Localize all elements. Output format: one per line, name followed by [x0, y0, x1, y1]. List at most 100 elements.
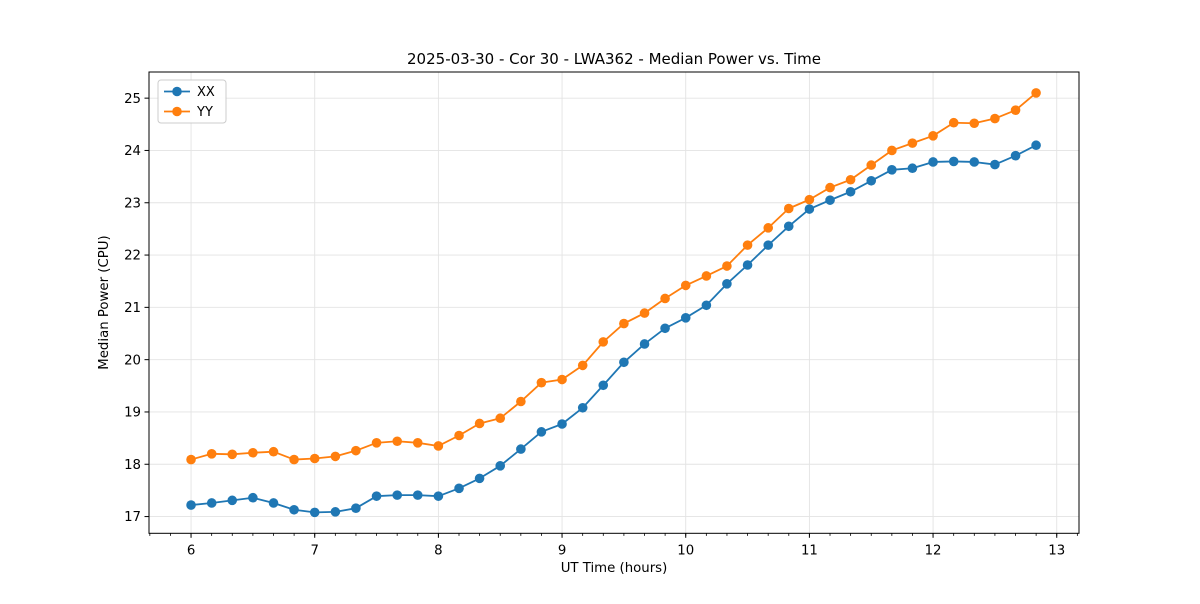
data-point-yy: [516, 396, 526, 407]
data-point-yy: [701, 271, 712, 281]
legend-marker-icon: [172, 86, 182, 97]
data-point-yy: [309, 453, 320, 464]
data-point-yy: [248, 447, 258, 458]
data-point-yy: [619, 318, 629, 329]
data-point-xx: [474, 473, 485, 484]
data-point-xx: [763, 240, 774, 250]
x-tick-label: 9: [558, 543, 566, 558]
data-point-yy: [227, 449, 238, 460]
data-point-yy: [1031, 88, 1041, 98]
data-point-yy: [268, 446, 279, 457]
data-point-xx: [804, 204, 815, 214]
data-point-xx: [289, 504, 299, 515]
data-point-xx: [330, 507, 341, 517]
data-point-xx: [680, 313, 691, 323]
data-point-xx: [351, 503, 361, 513]
y-tick-label: 18: [124, 458, 141, 473]
series-layer: [186, 88, 1041, 518]
data-point-yy: [598, 337, 609, 347]
data-point-yy: [887, 145, 897, 156]
legend-box: [157, 79, 227, 124]
series-line-yy: [190, 92, 1037, 461]
x-tick-label: 10: [677, 543, 694, 558]
data-point-yy: [351, 445, 361, 456]
data-point-yy: [783, 203, 794, 214]
data-point-yy: [371, 438, 382, 448]
data-point-yy: [825, 182, 835, 193]
data-point-xx: [536, 427, 547, 437]
data-point-xx: [969, 157, 980, 167]
y-tick-label: 19: [124, 406, 141, 421]
plot-border: [148, 71, 1080, 534]
x-tick-label: 7: [310, 543, 318, 558]
data-point-xx: [1031, 140, 1041, 151]
grid-layer: [149, 72, 1079, 534]
data-point-xx: [742, 260, 753, 270]
y-tick-label: 25: [124, 92, 141, 107]
data-point-xx: [928, 157, 938, 167]
x-tick-label: 11: [801, 543, 818, 558]
data-point-xx: [783, 221, 794, 232]
data-point-yy: [557, 374, 567, 385]
data-point-xx: [598, 380, 609, 391]
y-tick-label: 20: [124, 353, 141, 368]
data-point-xx: [887, 165, 897, 175]
x-tick-label: 8: [434, 543, 442, 558]
data-point-xx: [309, 507, 320, 518]
data-point-xx: [639, 339, 650, 349]
data-point-yy: [866, 160, 877, 170]
data-point-yy: [948, 117, 959, 128]
y-tick-label: 23: [124, 196, 141, 211]
data-point-yy: [1010, 105, 1021, 115]
data-point-yy: [577, 360, 588, 371]
y-axis-label: Median Power (CPU): [97, 235, 112, 369]
data-point-yy: [433, 441, 444, 451]
data-point-xx: [412, 490, 423, 500]
x-tick-label: 12: [925, 543, 942, 558]
data-point-yy: [928, 131, 938, 141]
y-tick-label: 21: [124, 301, 141, 316]
data-point-xx: [577, 402, 588, 413]
y-tick-label: 24: [124, 144, 141, 159]
legend-label: XX: [197, 85, 215, 100]
data-point-yy: [804, 194, 815, 205]
data-point-xx: [371, 491, 382, 501]
legend-marker-icon: [172, 106, 182, 117]
data-point-xx: [248, 492, 258, 503]
data-point-yy: [763, 223, 774, 233]
data-point-yy: [454, 430, 464, 441]
data-point-yy: [330, 451, 341, 462]
y-tick-label: 22: [124, 249, 141, 264]
data-point-xx: [866, 175, 877, 186]
data-point-yy: [289, 454, 299, 465]
legend: XX YY: [157, 79, 227, 124]
data-point-yy: [722, 261, 732, 271]
data-point-xx: [392, 490, 403, 500]
data-point-yy: [474, 418, 485, 429]
x-tick-label: 6: [187, 543, 195, 558]
data-point-xx: [454, 483, 464, 494]
data-point-xx: [990, 159, 1000, 170]
data-point-yy: [742, 240, 753, 250]
data-point-yy: [660, 293, 670, 304]
data-point-yy: [186, 454, 196, 465]
data-point-yy: [536, 377, 547, 388]
legend-label: YY: [196, 105, 213, 120]
data-point-yy: [392, 436, 403, 447]
data-point-xx: [206, 498, 217, 508]
data-point-xx: [619, 357, 629, 368]
data-point-xx: [907, 163, 918, 174]
y-tick-label: 17: [124, 510, 141, 525]
data-point-xx: [825, 195, 835, 205]
x-axis-label: UT Time (hours): [561, 561, 668, 576]
data-point-xx: [516, 444, 526, 454]
x-tick-label: 13: [1048, 543, 1065, 558]
data-point-xx: [557, 419, 567, 429]
tick-layer: 6 7 8 9 10 11 12 13 17 18 19 20 21 22 23 24 25: [124, 92, 1078, 558]
data-point-yy: [990, 113, 1000, 124]
data-point-yy: [412, 438, 423, 448]
data-point-yy: [206, 449, 217, 459]
data-point-xx: [1010, 150, 1021, 161]
